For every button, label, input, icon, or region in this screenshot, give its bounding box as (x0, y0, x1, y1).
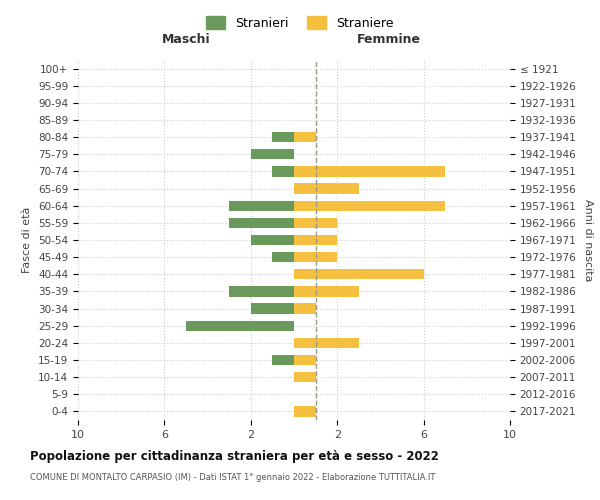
Bar (272, 355, 294, 365)
Bar (251, 235, 294, 245)
Bar (294, 200, 445, 211)
Bar (294, 286, 359, 296)
Bar (294, 338, 359, 348)
Bar (186, 320, 294, 331)
Bar (251, 149, 294, 160)
Bar (294, 406, 316, 416)
Bar (294, 132, 316, 142)
Bar (272, 132, 294, 142)
Bar (294, 166, 445, 176)
Bar (272, 252, 294, 262)
Bar (251, 304, 294, 314)
Text: Maschi: Maschi (161, 32, 211, 46)
Legend: Stranieri, Straniere: Stranieri, Straniere (202, 11, 398, 35)
Bar (294, 184, 359, 194)
Bar (294, 269, 424, 280)
Bar (294, 235, 337, 245)
Bar (229, 218, 294, 228)
Text: Femmine: Femmine (357, 32, 421, 46)
Bar (294, 372, 316, 382)
Bar (294, 218, 337, 228)
Bar (294, 304, 316, 314)
Bar (294, 355, 316, 365)
Bar (229, 286, 294, 296)
Y-axis label: Anni di nascita: Anni di nascita (583, 198, 593, 281)
Y-axis label: Fasce di età: Fasce di età (22, 207, 32, 273)
Bar (272, 166, 294, 176)
Bar (294, 252, 337, 262)
Text: Popolazione per cittadinanza straniera per età e sesso - 2022: Popolazione per cittadinanza straniera p… (30, 450, 439, 463)
Bar (229, 200, 294, 211)
Text: COMUNE DI MONTALTO CARPASIO (IM) - Dati ISTAT 1° gennaio 2022 - Elaborazione TUT: COMUNE DI MONTALTO CARPASIO (IM) - Dati … (30, 472, 436, 482)
